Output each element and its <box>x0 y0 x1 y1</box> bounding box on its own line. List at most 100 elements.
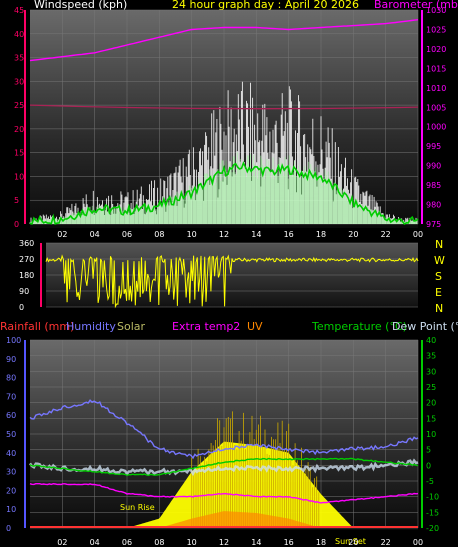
temp-y-tick: 20 <box>426 399 436 408</box>
dew-point-series <box>28 458 419 477</box>
temp-y-tick: -20 <box>426 524 439 533</box>
wind-x-tick: 08 <box>154 230 164 239</box>
wind-x-tick: 04 <box>90 230 100 239</box>
temp-x-tick: 22 <box>381 538 391 547</box>
barometer-series <box>29 19 419 62</box>
legend-solar: Solar <box>117 320 146 333</box>
temp-y-tick: 0 <box>426 461 431 470</box>
humidity-y-tick: 100 <box>6 336 21 345</box>
temp-x-tick: 00 <box>413 538 423 547</box>
humidity-y-tick: 90 <box>6 355 16 364</box>
wind-y-tick: 5 <box>14 196 19 205</box>
baro-y-tick: 1020 <box>426 45 446 54</box>
temp-y-tick: -15 <box>426 508 439 517</box>
temp-x-tick: 18 <box>316 538 326 547</box>
wind-x-tick: 16 <box>284 230 294 239</box>
humidity-y-tick: 20 <box>6 486 16 495</box>
temp-y-tick: 40 <box>426 336 436 345</box>
uv-series <box>159 511 321 528</box>
temp-x-tick: 14 <box>251 538 261 547</box>
wind-x-tick: 10 <box>187 230 197 239</box>
gust-line <box>29 161 419 226</box>
temp-x-tick: 20 <box>348 538 358 547</box>
baro-y-tick: 990 <box>426 162 441 171</box>
wind-x-tick: 20 <box>348 230 358 239</box>
wind-y-tick: 40 <box>14 30 24 39</box>
solar-peaks <box>191 411 320 528</box>
temp-x-tick: 12 <box>219 538 229 547</box>
legend-rainfall: Rainfall (mm) <box>0 320 74 333</box>
wind-x-tick: 18 <box>316 230 326 239</box>
wind-y-tick: 0 <box>14 220 19 229</box>
solar-series <box>127 441 354 528</box>
windspeed-axis-title: Windspeed (kph) <box>34 0 127 11</box>
temp-x-tick: 06 <box>122 538 132 547</box>
humidity-y-tick: 60 <box>6 411 16 420</box>
barometer-axis-title: Barometer (mb) <box>374 0 458 11</box>
baro-y-tick: 1015 <box>426 64 446 73</box>
wind-y-tick: 10 <box>14 172 24 181</box>
extra-temp-series <box>29 482 419 504</box>
legend-temperature: Temperature (°C) <box>311 320 407 333</box>
direction-series <box>45 254 419 309</box>
baro-y-tick: 1025 <box>426 25 446 34</box>
wind-y-tick: 30 <box>14 77 24 86</box>
compass-label: N <box>435 302 443 315</box>
legend-humidity: Humidity <box>66 320 116 333</box>
temp-x-tick: 16 <box>284 538 294 547</box>
wind-y-tick: 35 <box>14 54 24 63</box>
compass-label: E <box>435 286 442 299</box>
humidity-y-tick: 40 <box>6 449 16 458</box>
temp-x-tick: 08 <box>154 538 164 547</box>
temp-y-tick: 25 <box>426 383 436 392</box>
humidity-y-tick: 70 <box>6 392 16 401</box>
sun-rise-label: Sun Rise <box>120 503 155 512</box>
wind-x-tick: 22 <box>381 230 391 239</box>
wind-x-tick: 02 <box>57 230 67 239</box>
baro-y-tick: 1005 <box>426 103 446 112</box>
baro-y-tick: 975 <box>426 220 441 229</box>
wind-y-tick: 15 <box>14 149 24 158</box>
reference-line <box>29 104 419 110</box>
baro-y-tick: 1010 <box>426 84 446 93</box>
baro-y-tick: 995 <box>426 142 441 151</box>
chart-title: 24 hour graph day : April 20 2026 <box>172 0 359 11</box>
legend-extra-temp: Extra temp2 <box>172 320 240 333</box>
humidity-y-tick: 30 <box>6 468 16 477</box>
temp-x-tick: 04 <box>90 538 100 547</box>
wind-y-tick: 20 <box>14 125 24 134</box>
wind-x-tick: 14 <box>251 230 261 239</box>
temp-x-tick: 02 <box>57 538 67 547</box>
baro-y-tick: 1000 <box>426 123 446 132</box>
baro-y-tick: 1030 <box>426 6 446 15</box>
temp-y-tick: 30 <box>426 367 436 376</box>
legend-dew-point: Dew Point (°C) <box>392 320 458 333</box>
sun-set-label: Sun Set <box>335 537 366 546</box>
temperature-series <box>29 457 419 477</box>
direction-y-tick: 90 <box>19 287 29 296</box>
direction-y-tick: 270 <box>19 255 34 264</box>
wind-x-tick: 00 <box>413 230 423 239</box>
temp-x-tick: 10 <box>187 538 197 547</box>
temp-y-tick: 10 <box>426 430 436 439</box>
humidity-series <box>29 399 419 460</box>
direction-y-tick: 180 <box>19 271 34 280</box>
humidity-y-tick: 80 <box>6 374 16 383</box>
wind-x-tick: 12 <box>219 230 229 239</box>
humidity-y-tick: 10 <box>6 505 16 514</box>
direction-y-tick: 0 <box>19 303 24 312</box>
wind-y-tick: 45 <box>14 6 24 15</box>
temp-y-tick: 5 <box>426 446 431 455</box>
wind-y-tick: 25 <box>14 101 24 110</box>
compass-label: W <box>434 254 445 267</box>
humidity-y-tick: 0 <box>6 524 11 533</box>
baro-y-tick: 980 <box>426 201 441 210</box>
compass-label: S <box>435 270 442 283</box>
temp-y-tick: 35 <box>426 352 436 361</box>
legend-uv: UV <box>247 320 263 333</box>
wind-x-tick: 06 <box>122 230 132 239</box>
humidity-y-tick: 50 <box>6 430 16 439</box>
direction-y-tick: 360 <box>19 239 34 248</box>
